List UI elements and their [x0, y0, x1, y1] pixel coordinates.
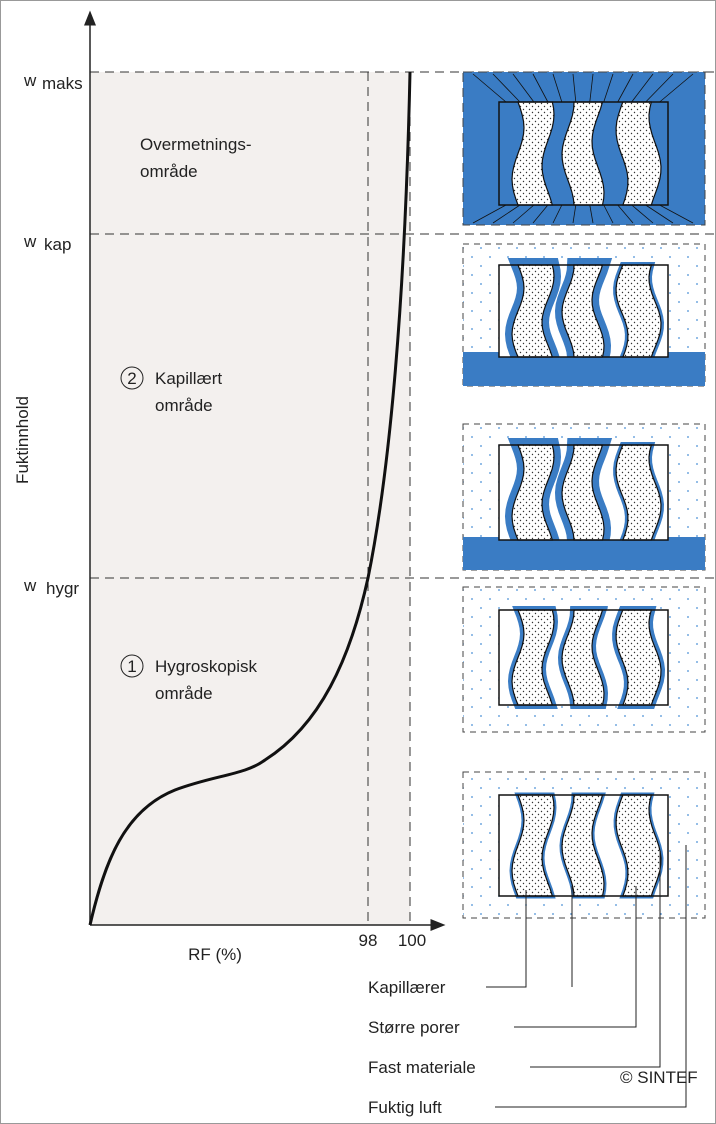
x-axis-label: RF (%)	[188, 945, 242, 964]
region-label: område	[155, 684, 213, 703]
region-label: område	[155, 396, 213, 415]
diagram: w maks w kap w hygr Overmetnings- område…	[0, 0, 716, 1124]
region-label: Overmetnings-	[140, 135, 251, 154]
level-sub: hygr	[46, 579, 79, 598]
level-symbol: w	[23, 71, 37, 90]
legend-label: Kapillærer	[368, 978, 446, 997]
pore-illustrations	[463, 72, 705, 918]
plot-area	[90, 72, 410, 925]
credit: © SINTEF	[620, 1068, 698, 1087]
x-tick-label: 100	[398, 931, 426, 950]
region-label: Kapillært	[155, 369, 222, 388]
level-sub: kap	[44, 235, 71, 254]
region-label: område	[140, 162, 198, 181]
legend-label: Fuktig luft	[368, 1098, 442, 1117]
level-symbol: w	[23, 232, 37, 251]
legend-label: Større porer	[368, 1018, 460, 1037]
region-label: Hygroskopisk	[155, 657, 258, 676]
region-number: 2	[127, 369, 136, 388]
x-tick-label: 98	[359, 931, 378, 950]
level-sub: maks	[42, 74, 83, 93]
level-symbol: w	[23, 576, 37, 595]
y-axis-label: Fuktinnhold	[13, 396, 32, 484]
legend-label: Fast materiale	[368, 1058, 476, 1077]
region-number: 1	[127, 657, 136, 676]
